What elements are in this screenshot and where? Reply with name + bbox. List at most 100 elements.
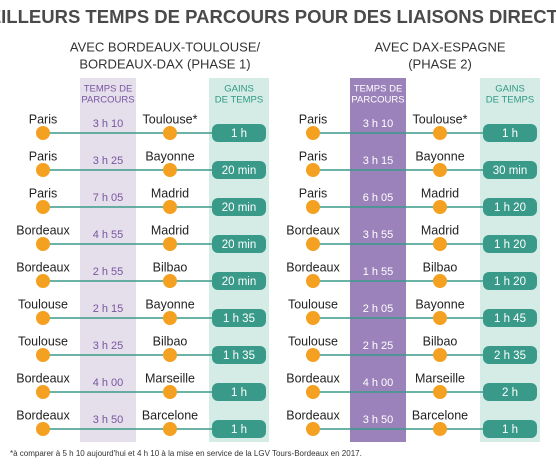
to-dot <box>433 274 447 288</box>
from-dot <box>306 274 320 288</box>
gain-pill <box>212 272 266 290</box>
from-city: Toulouse <box>288 297 338 311</box>
time-gain: 1 h 20 <box>494 276 526 288</box>
time-gain: 20 min <box>222 276 257 288</box>
time-column <box>80 78 136 442</box>
from-dot <box>306 422 320 436</box>
gain-header: DE TEMPS <box>486 95 534 106</box>
gain-pill <box>212 346 266 364</box>
time-gain: 1 h 35 <box>223 313 255 325</box>
travel-time: 6 h 05 <box>363 192 394 204</box>
time-gain: 20 min <box>222 239 257 251</box>
travel-time: 4 h 00 <box>363 377 394 389</box>
to-dot <box>163 274 177 288</box>
from-dot <box>306 311 320 325</box>
gain-pill <box>483 124 537 142</box>
to-city: Toulouse* <box>413 112 468 126</box>
time-gain: 1 h 20 <box>494 239 526 251</box>
travel-time: 3 h 50 <box>93 414 124 426</box>
time-column <box>350 78 406 442</box>
panel-heading: (PHASE 2) <box>408 56 472 71</box>
travel-time: 3 h 15 <box>363 155 394 167</box>
gain-pill <box>212 420 266 438</box>
from-city: Toulouse <box>18 297 68 311</box>
to-city: Toulouse* <box>143 112 198 126</box>
travel-time: 3 h 10 <box>363 118 394 130</box>
travel-time: 2 h 05 <box>363 303 394 315</box>
to-city: Barcelone <box>142 408 198 422</box>
to-city: Bilbao <box>153 260 188 274</box>
from-city: Paris <box>299 112 327 126</box>
travel-time: 3 h 25 <box>93 155 124 167</box>
to-dot <box>433 237 447 251</box>
to-dot <box>163 348 177 362</box>
to-city: Bilbao <box>423 260 458 274</box>
from-dot <box>306 163 320 177</box>
title: MEILLEURS TEMPS DE PARCOURS POUR DES LIA… <box>0 6 556 27</box>
footnote: *à comparer à 5 h 10 aujourd'hui et 4 h … <box>10 449 362 458</box>
from-dot <box>306 126 320 140</box>
gain-pill <box>483 198 537 216</box>
from-dot <box>36 163 50 177</box>
from-city: Bordeaux <box>16 223 70 237</box>
gain-pill <box>483 161 537 179</box>
from-city: Paris <box>29 112 57 126</box>
to-dot <box>433 422 447 436</box>
travel-time: 1 h 55 <box>363 266 394 278</box>
travel-time: 4 h 00 <box>93 377 124 389</box>
panel-heading: AVEC DAX-ESPAGNE <box>375 39 506 54</box>
to-dot <box>163 311 177 325</box>
travel-time: 3 h 25 <box>93 340 124 352</box>
time-gain: 1 h <box>231 128 247 140</box>
gain-pill <box>483 346 537 364</box>
travel-time: 2 h 25 <box>363 340 394 352</box>
to-city: Madrid <box>421 186 459 200</box>
to-city: Bayonne <box>145 297 194 311</box>
from-city: Bordeaux <box>286 408 340 422</box>
to-dot <box>163 200 177 214</box>
to-city: Barcelone <box>412 408 468 422</box>
travel-time: 2 h 15 <box>93 303 124 315</box>
time-header: TEMPS DE <box>84 84 133 95</box>
gain-pill <box>212 198 266 216</box>
time-gain: 1 h 20 <box>494 202 526 214</box>
gain-pill <box>483 309 537 327</box>
from-city: Toulouse <box>288 334 338 348</box>
time-gain: 1 h <box>231 424 247 436</box>
from-city: Paris <box>299 149 327 163</box>
gain-pill <box>483 420 537 438</box>
panel-heading: BORDEAUX-DAX (PHASE 1) <box>79 56 250 71</box>
gain-header: GAINS <box>224 84 254 95</box>
from-city: Toulouse <box>18 334 68 348</box>
to-city: Madrid <box>151 223 189 237</box>
time-gain: 1 h <box>502 424 518 436</box>
to-dot <box>433 200 447 214</box>
time-gain: 1 h 45 <box>494 313 526 325</box>
from-dot <box>36 237 50 251</box>
time-gain: 1 h <box>231 387 247 399</box>
from-dot <box>36 200 50 214</box>
time-gain: 20 min <box>222 202 257 214</box>
time-gain: 20 min <box>222 165 257 177</box>
to-city: Bilbao <box>423 334 458 348</box>
time-gain: 30 min <box>493 165 528 177</box>
travel-time: 4 h 55 <box>93 229 124 241</box>
from-city: Bordeaux <box>16 371 70 385</box>
to-dot <box>163 126 177 140</box>
from-city: Bordeaux <box>16 408 70 422</box>
from-dot <box>306 348 320 362</box>
from-city: Bordeaux <box>286 260 340 274</box>
from-dot <box>36 348 50 362</box>
time-gain: 1 h <box>502 128 518 140</box>
from-dot <box>306 200 320 214</box>
travel-time: 7 h 05 <box>93 192 124 204</box>
from-dot <box>36 385 50 399</box>
gain-pill <box>212 235 266 253</box>
to-dot <box>433 348 447 362</box>
travel-time: 3 h 55 <box>363 229 394 241</box>
to-dot <box>433 163 447 177</box>
to-city: Bilbao <box>153 334 188 348</box>
gain-header: DE TEMPS <box>215 95 263 106</box>
to-dot <box>433 126 447 140</box>
